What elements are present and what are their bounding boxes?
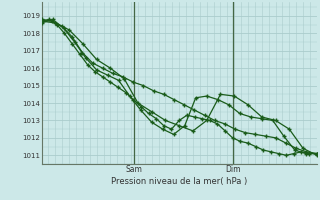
- X-axis label: Pression niveau de la mer( hPa ): Pression niveau de la mer( hPa ): [111, 177, 247, 186]
